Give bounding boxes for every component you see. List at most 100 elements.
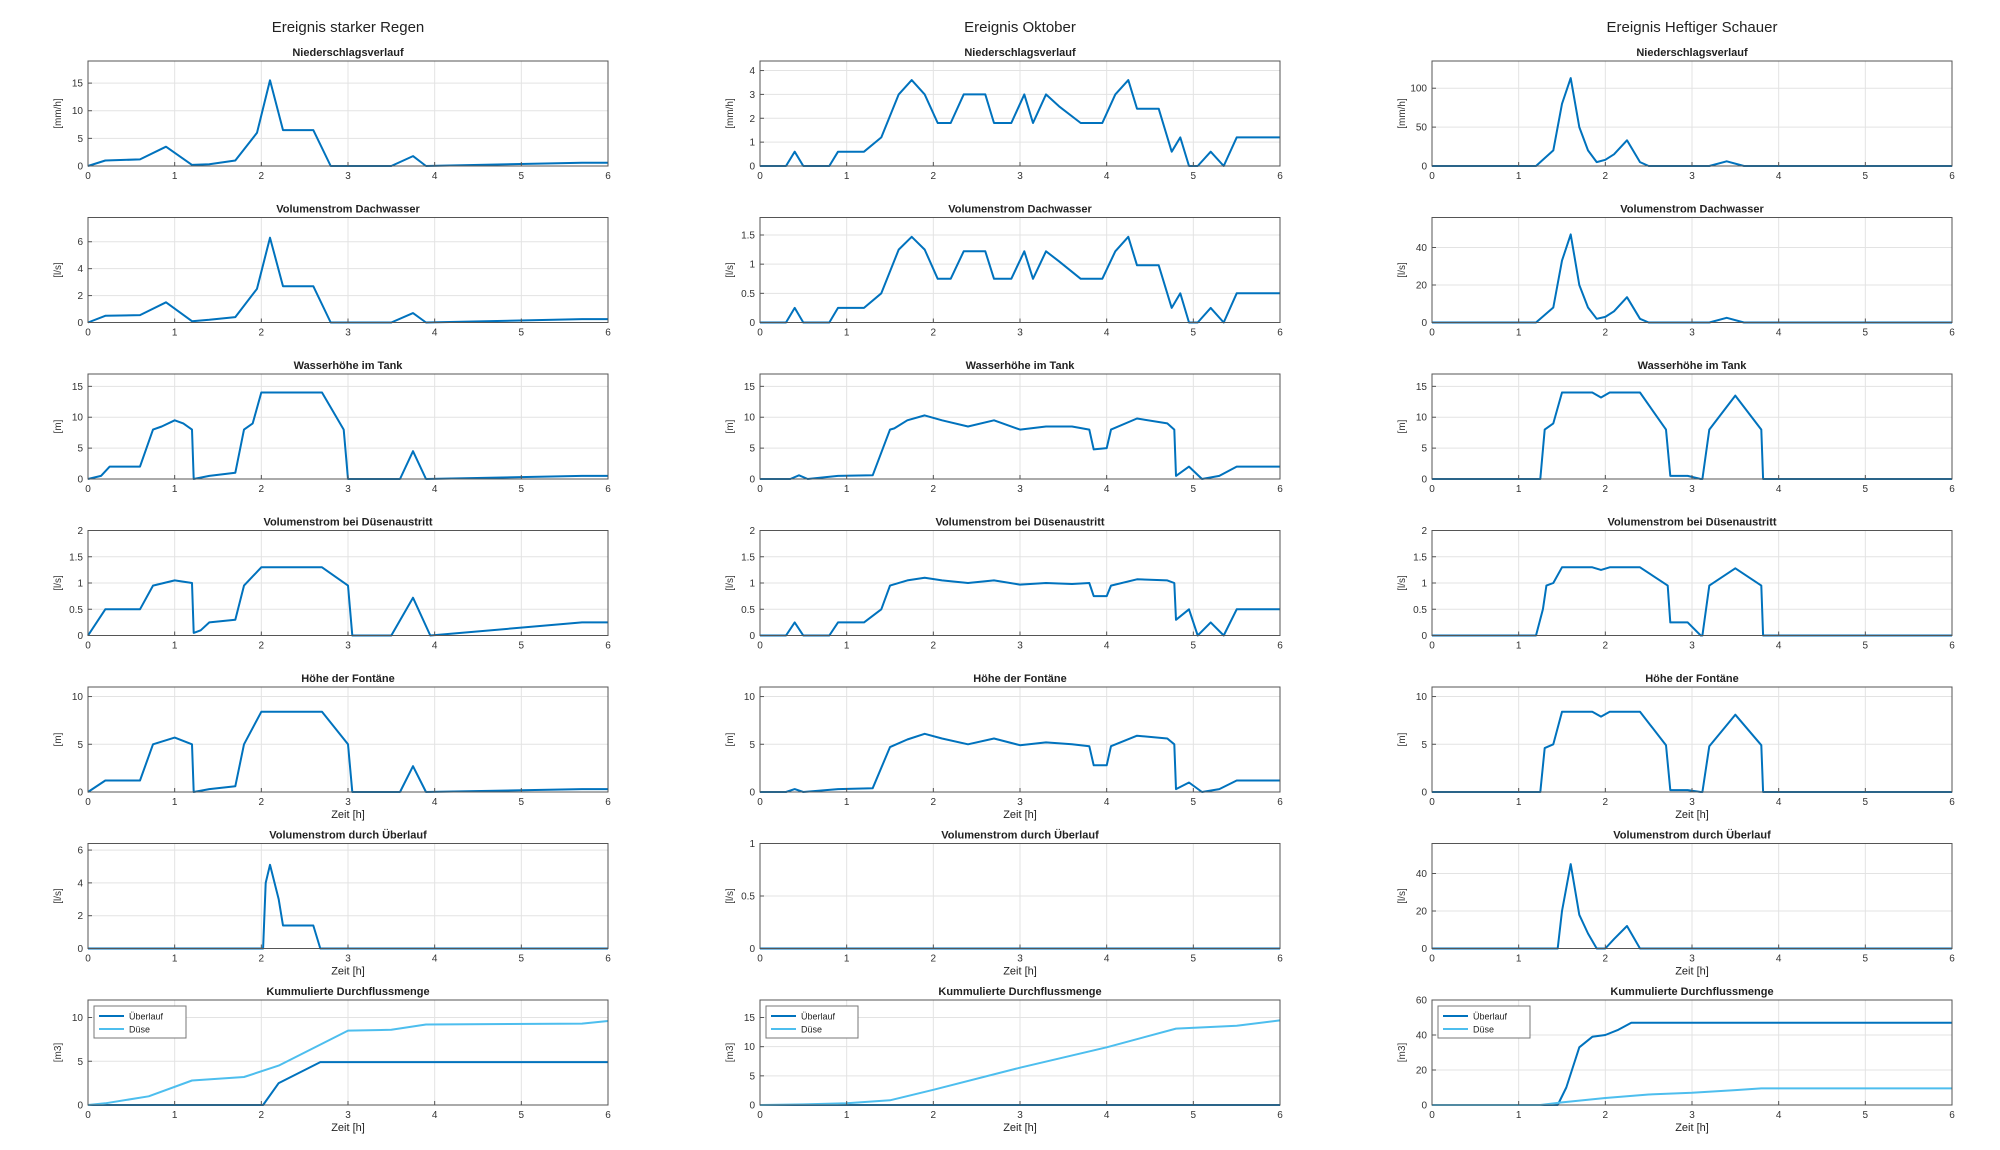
y-axis-label: [l/s] (1397, 575, 1408, 591)
legend-label-2: Düse (801, 1025, 822, 1035)
legend-label-1: Überlauf (801, 1012, 836, 1022)
y-tick-label: 0.5 (741, 892, 755, 903)
y-tick-label: 4 (77, 878, 83, 889)
series-line-1 (88, 863, 608, 950)
x-tick-label: 2 (931, 328, 937, 339)
panel-5: 0 1 2 3 4 5 6 0 5 10 Höhe der Fontäne [m] Zeit [h] (1397, 673, 1955, 821)
legend-box (765, 1005, 859, 1039)
y-tick-label: 4 (77, 264, 83, 275)
panel-7: 0 1 2 3 4 5 6 0 5 10 Kummulierte Durchflussmenge [m… (53, 986, 611, 1134)
panel-3: 0 1 2 3 4 5 6 0 5 10 15 Wasserhöhe im Tank [m] (725, 360, 1283, 495)
y-tick-label: 0 (1421, 1101, 1427, 1112)
y-tick-label: 10 (72, 1013, 84, 1024)
x-tick-label: 2 (259, 641, 265, 652)
x-tick-label: 3 (1689, 1110, 1695, 1121)
y-axis-label: [m] (725, 732, 736, 746)
x-tick-label: 0 (757, 328, 763, 339)
series-line-1 (1432, 77, 1952, 167)
panel-4: 0 1 2 3 4 5 6 0 0.5 1 1.5 2 Volumenstrom bei Düsenau… (53, 517, 611, 652)
x-tick-label: 2 (931, 1110, 937, 1121)
y-tick-label: 15 (744, 382, 756, 393)
x-tick-label: 6 (1949, 641, 1955, 652)
x-tick-label: 1 (172, 171, 178, 182)
x-tick-label: 4 (432, 797, 438, 808)
x-tick-label: 4 (1776, 797, 1782, 808)
panel-1: 0 1 2 3 4 5 6 0 1 2 3 4 Niederschlagsverlauf [mm/h] (725, 47, 1283, 182)
column-title: Ereignis starker Regen (272, 19, 425, 36)
x-tick-label: 3 (345, 328, 351, 339)
y-tick-label: 0 (749, 162, 755, 173)
x-tick-label: 4 (1776, 954, 1782, 965)
x-tick-label: 1 (1516, 641, 1522, 652)
panel-6: 0 1 2 3 4 5 6 0 20 40 Volumenstrom durch Überlauf [… (1397, 829, 1955, 978)
x-tick-label: 4 (1104, 484, 1110, 495)
y-tick-label: 0 (77, 631, 83, 642)
y-tick-label: 5 (77, 444, 83, 455)
series-line-1 (1432, 566, 1952, 637)
x-tick-label: 4 (432, 484, 438, 495)
x-tick-label: 0 (1429, 641, 1435, 652)
x-tick-label: 3 (1689, 797, 1695, 808)
series-line-2 (759, 1019, 1281, 1106)
x-tick-label: 6 (1949, 328, 1955, 339)
x-tick-label: 1 (844, 797, 850, 808)
panel-title: Wasserhöhe im Tank (1638, 360, 1748, 372)
x-axis-label: Zeit [h] (1003, 809, 1037, 821)
y-tick-label: 0.5 (741, 605, 755, 616)
y-tick-label: 20 (1416, 1066, 1428, 1077)
legend-label-2: Düse (129, 1025, 150, 1035)
x-tick-label: 4 (1776, 641, 1782, 652)
x-tick-label: 2 (1603, 797, 1609, 808)
x-tick-label: 2 (1603, 954, 1609, 965)
panel-4: 0 1 2 3 4 5 6 0 0.5 1 1.5 2 Volumenstrom bei Düsenau… (1397, 517, 1955, 652)
y-tick-label: 0 (749, 944, 755, 955)
y-tick-label: 10 (72, 413, 84, 424)
x-tick-label: 4 (432, 954, 438, 965)
x-tick-label: 0 (85, 797, 91, 808)
x-tick-label: 6 (1277, 954, 1283, 965)
series-line-1 (1432, 233, 1952, 324)
x-tick-label: 6 (1949, 1110, 1955, 1121)
x-tick-label: 4 (1104, 641, 1110, 652)
y-tick-label: 40 (1416, 869, 1428, 880)
y-axis-label: [l/s] (1397, 888, 1408, 904)
panel-title: Volumenstrom durch Überlauf (269, 829, 427, 842)
y-tick-label: 40 (1416, 1031, 1428, 1042)
x-tick-label: 3 (1017, 1110, 1023, 1121)
x-tick-label: 5 (519, 641, 525, 652)
x-tick-label: 0 (1429, 484, 1435, 495)
y-tick-label: 20 (1416, 907, 1428, 918)
y-tick-label: 1 (749, 839, 755, 850)
panel-title: Höhe der Fontäne (973, 673, 1067, 685)
series-line-2 (1432, 1087, 1952, 1106)
panel-2: 0 1 2 3 4 5 6 0 0.5 1 1.5 Volumenstrom Dachwasser [l… (725, 204, 1283, 339)
y-axis-label: [l/s] (53, 575, 64, 591)
y-tick-label: 1 (1421, 579, 1427, 590)
x-tick-label: 5 (1191, 171, 1197, 182)
y-tick-label: 0 (1421, 788, 1427, 799)
x-tick-label: 5 (1863, 797, 1869, 808)
panel-title: Niederschlagsverlauf (292, 47, 404, 59)
y-axis-label: [m3] (53, 1043, 64, 1063)
y-tick-label: 3 (749, 90, 755, 101)
legend: Überlauf Düse (93, 1005, 187, 1039)
y-axis-label: [l/s] (1397, 262, 1408, 278)
x-tick-label: 0 (1429, 797, 1435, 808)
x-tick-label: 3 (1017, 641, 1023, 652)
legend: Überlauf Düse (1437, 1005, 1531, 1039)
x-tick-label: 3 (1017, 954, 1023, 965)
x-tick-label: 0 (85, 954, 91, 965)
y-tick-label: 15 (72, 382, 84, 393)
y-tick-label: 0 (1421, 318, 1427, 329)
panel-6: 0 1 2 3 4 5 6 0 0.5 1 Volumenstrom durch Überlauf [… (725, 829, 1283, 978)
panel-title: Höhe der Fontäne (301, 673, 395, 685)
y-tick-label: 1.5 (741, 552, 755, 563)
x-tick-label: 1 (844, 954, 850, 965)
x-tick-label: 1 (1516, 328, 1522, 339)
x-tick-label: 6 (1949, 484, 1955, 495)
x-tick-label: 4 (432, 641, 438, 652)
x-tick-label: 2 (1603, 484, 1609, 495)
y-tick-label: 0 (77, 788, 83, 799)
x-tick-label: 6 (605, 641, 611, 652)
